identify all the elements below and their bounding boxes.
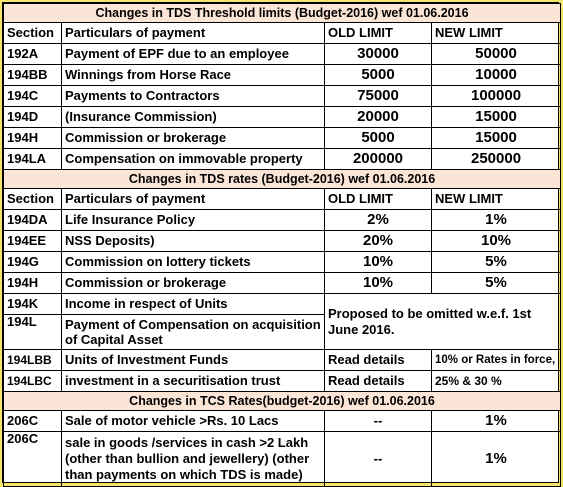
particulars: Compensation on immovable property: [61, 148, 325, 170]
new-rate: 10%: [430, 230, 562, 252]
section1-title: Changes in TDS Threshold limits (Budget-…: [2, 3, 562, 23]
new-rate: 1%: [430, 209, 562, 231]
table-row: 194L Payment of Compensation on acquisit…: [3, 314, 561, 350]
table-row: 194H Commission or brokerage 5000 15000: [3, 127, 562, 149]
particulars: Winnings from Horse Race: [61, 64, 325, 86]
particulars: Payments to Contractors: [61, 85, 325, 107]
header-old-limit: OLD LIMIT: [324, 22, 432, 44]
particulars: Payment of EPF due to an employee: [61, 43, 325, 65]
section-code: 194EE: [3, 230, 62, 252]
old-limit: 5000: [324, 64, 432, 86]
table-row: 192A Payment of EPF due to an employee 3…: [3, 43, 562, 65]
section3-title: Changes in TCS Rates(budget-2016) wef 01…: [2, 391, 562, 411]
section1-header-row: Section Particulars of payment OLD LIMIT…: [3, 22, 562, 44]
header-old-limit: OLD LIMIT: [324, 188, 432, 210]
new-limit: 15000: [430, 127, 562, 149]
particulars: Payment of Compensation on acquisition o…: [61, 314, 325, 350]
table-row: 194LA Compensation on immovable property…: [3, 148, 562, 170]
header-new-limit: NEW LIMIT: [430, 188, 562, 210]
table-row: 194G Commission on lottery tickets 10% 5…: [3, 251, 562, 273]
table-row: 206C Sale of motor vehicle >Rs. 10 Lacs …: [3, 410, 562, 432]
particulars: investment in a securitisation trust: [61, 370, 325, 392]
header-new-limit: NEW LIMIT: [430, 22, 562, 44]
section-code: 192A: [3, 43, 62, 65]
section1-title-row: Changes in TDS Threshold limits (Budget-…: [2, 3, 562, 23]
section-code: 194C: [3, 85, 62, 107]
old-rate: 10%: [324, 251, 432, 273]
old-rate: 10%: [324, 272, 432, 294]
old-rate: --: [324, 431, 432, 487]
new-rate: 1%: [430, 431, 562, 487]
header-section: Section: [3, 22, 62, 44]
section-code: 194H: [3, 272, 62, 294]
omitted-note: Proposed to be omitted w.e.f. 1st June 2…: [323, 293, 562, 350]
section-code: 194LA: [3, 148, 62, 170]
particulars: Commission on lottery tickets: [61, 251, 325, 273]
section-code: 194LBB: [3, 349, 62, 371]
old-limit: 30000: [324, 43, 432, 65]
old-limit: 200000: [324, 148, 432, 170]
section-code: 194L: [3, 314, 62, 350]
section2-title: Changes in TDS rates (Budget-2016) wef 0…: [2, 169, 562, 189]
old-rate: --: [324, 410, 432, 432]
table-row: 194H Commission or brokerage 10% 5%: [3, 272, 562, 294]
particulars: (Insurance Commission): [61, 106, 325, 128]
table-row: 194DA Life Insurance Policy 2% 1%: [3, 209, 562, 231]
old-rate: Read details: [324, 370, 432, 392]
section-code: 194H: [3, 127, 62, 149]
particulars: Sale of motor vehicle >Rs. 10 Lacs: [61, 410, 325, 432]
old-rate: Read details: [324, 349, 432, 371]
old-limit: 75000: [324, 85, 432, 107]
old-rate: 2%: [324, 209, 432, 231]
section-code: 194K: [3, 293, 62, 315]
table-row: 194BB Winnings from Horse Race 5000 1000…: [3, 64, 562, 86]
new-limit: 10000: [430, 64, 562, 86]
new-rate: 5%: [430, 251, 562, 273]
table-row: 206C sale in goods /services in cash >2 …: [3, 431, 562, 487]
table-row: 194LBB Units of Investment Funds Read de…: [3, 349, 562, 371]
section-code: 194LBC: [3, 370, 62, 392]
section-code: 206C: [3, 431, 62, 487]
section-code: 194G: [3, 251, 62, 273]
section2-header-row: Section Particulars of payment OLD LIMIT…: [3, 188, 562, 210]
particulars: Income in respect of Units: [61, 293, 325, 315]
header-particulars: Particulars of payment: [61, 188, 325, 210]
table-row: 194D (Insurance Commission) 20000 15000: [3, 106, 562, 128]
section-code: 194DA: [3, 209, 62, 231]
table-row: 194C Payments to Contractors 75000 10000…: [3, 85, 562, 107]
new-limit: 250000: [430, 148, 562, 170]
section-code: 194D: [3, 106, 62, 128]
particulars: Units of Investment Funds: [61, 349, 325, 371]
table-row: 194LBC investment in a securitisation tr…: [3, 370, 562, 392]
old-rate: 20%: [324, 230, 432, 252]
section-code: 194BB: [3, 64, 62, 86]
old-limit: 20000: [324, 106, 432, 128]
new-rate: 1%: [430, 410, 562, 432]
particulars: Commission or brokerage: [61, 272, 325, 294]
new-limit: 50000: [430, 43, 562, 65]
header-section: Section: [3, 188, 62, 210]
particulars: sale in goods /services in cash >2 Lakh …: [61, 431, 325, 487]
section2-title-row: Changes in TDS rates (Budget-2016) wef 0…: [2, 169, 562, 189]
table-row: 194K Income in respect of Units Proposed…: [3, 293, 562, 350]
tds-changes-table: Changes in TDS Threshold limits (Budget-…: [2, 3, 562, 487]
particulars: NSS Deposits): [61, 230, 325, 252]
new-rate: 10% or Rates in force,: [430, 349, 562, 371]
new-limit: 100000: [430, 85, 562, 107]
table-row: 194EE NSS Deposits) 20% 10%: [3, 230, 562, 252]
section3-title-row: Changes in TCS Rates(budget-2016) wef 01…: [2, 391, 562, 411]
new-limit: 15000: [430, 106, 562, 128]
particulars: Commission or brokerage: [61, 127, 325, 149]
new-rate: 25% & 30 %: [430, 370, 562, 392]
section-code: 206C: [3, 410, 62, 432]
header-particulars: Particulars of payment: [61, 22, 325, 44]
new-rate: 5%: [430, 272, 562, 294]
particulars: Life Insurance Policy: [61, 209, 325, 231]
old-limit: 5000: [324, 127, 432, 149]
